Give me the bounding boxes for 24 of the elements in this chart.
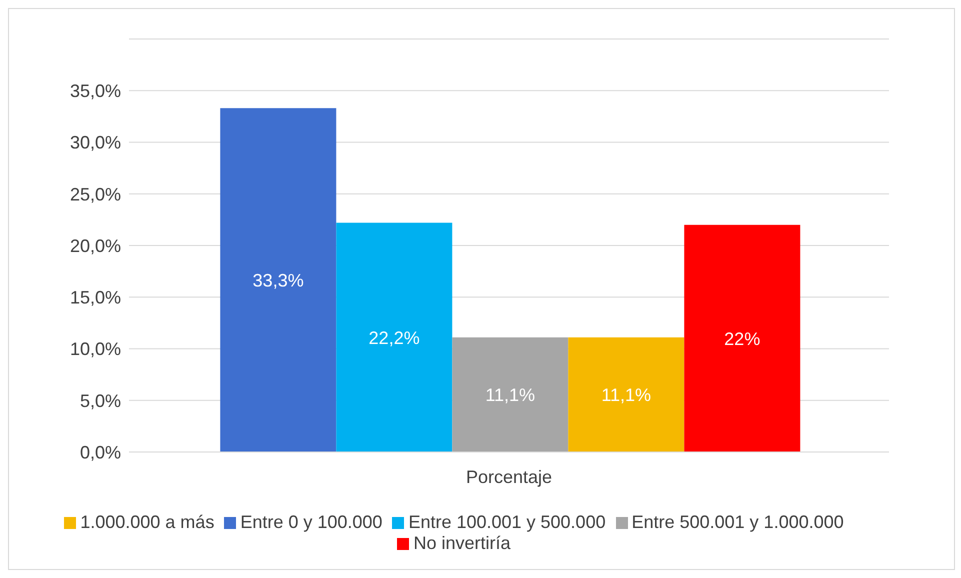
legend-label: Entre 100.001 y 500.000 [408, 512, 606, 532]
legend-label: Entre 0 y 100.000 [240, 512, 382, 532]
bar [452, 337, 568, 452]
bar [684, 224, 800, 452]
y-tick-label: 35,0% [70, 81, 121, 102]
legend-label: No invertiría [413, 533, 511, 553]
y-tick-label: 0,0% [80, 442, 121, 462]
y-tick-label: 10,0% [70, 339, 121, 360]
data-label: 11,1% [601, 385, 652, 406]
data-label: 22,2% [368, 328, 420, 348]
bar [220, 108, 336, 452]
y-tick-label: 20,0% [70, 236, 121, 256]
y-tick-label: 30,0% [70, 132, 121, 153]
x-tick-label: Porcentaje [466, 466, 552, 487]
legend-label: Entre 500.001 y 1.000.000 [632, 512, 844, 532]
bar [568, 337, 684, 452]
data-label: 11,1% [485, 385, 536, 406]
y-tick-label: 25,0% [70, 184, 121, 204]
y-tick-label: 15,0% [70, 288, 121, 308]
legend-label: 1.000.000 a más [80, 512, 214, 532]
data-label: 22% [724, 328, 760, 349]
data-label: 33,3% [252, 270, 304, 290]
bar [336, 222, 452, 452]
y-tick-label: 5,0% [80, 390, 121, 411]
